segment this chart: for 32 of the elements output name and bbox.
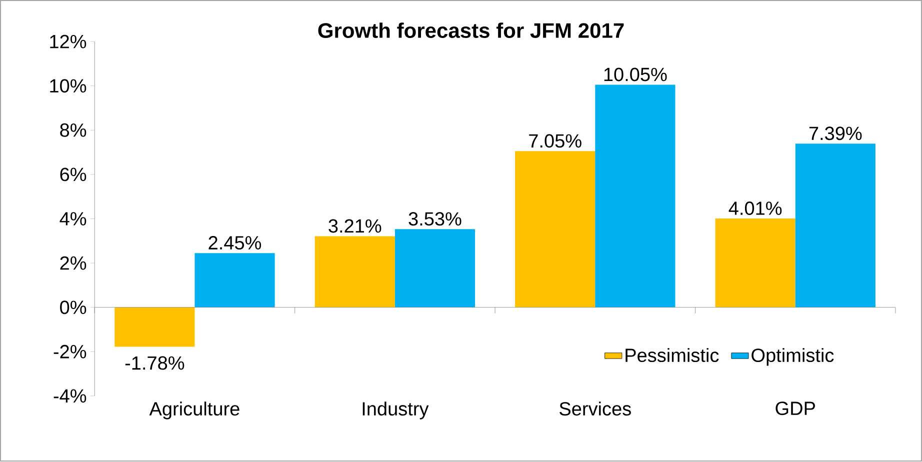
bar [394, 229, 476, 308]
bar [314, 236, 395, 308]
data-label: 4.01% [728, 202, 782, 216]
bar [515, 151, 596, 308]
data-label: 7.39% [809, 126, 862, 140]
data-label: 2.45% [208, 236, 262, 250]
legend-label: Pessimistic [626, 348, 719, 362]
y-tick-label: 0% [60, 300, 86, 314]
y-tick-label: 6% [60, 168, 86, 182]
x-tick-label: Industry [362, 402, 429, 420]
bar [194, 253, 275, 308]
legend-label: Optimistic [752, 348, 834, 366]
x-tick-label: GDP [776, 402, 815, 416]
data-label: -1.78% [125, 356, 184, 370]
y-tick-label: 2% [60, 256, 86, 270]
chart-title: Growth forecasts for JFM 2017 [318, 22, 624, 38]
data-label: 3.53% [408, 212, 462, 226]
bar [795, 144, 876, 308]
data-label: 7.05% [529, 134, 582, 148]
bar [114, 308, 195, 348]
bar [715, 218, 796, 308]
y-tick-label: 4% [60, 212, 86, 226]
data-label: 3.21% [328, 219, 382, 233]
y-tick-label: 8% [60, 124, 86, 138]
bar [595, 84, 676, 308]
y-tick-label: -4% [54, 390, 86, 403]
y-tick-label: 12% [50, 35, 86, 48]
y-tick-label: -2% [54, 345, 86, 359]
x-tick-label: Agriculture [149, 402, 240, 420]
data-label: 10.05% [604, 68, 667, 82]
y-tick-label: 10% [50, 79, 86, 93]
x-tick-label: Services [560, 402, 631, 416]
